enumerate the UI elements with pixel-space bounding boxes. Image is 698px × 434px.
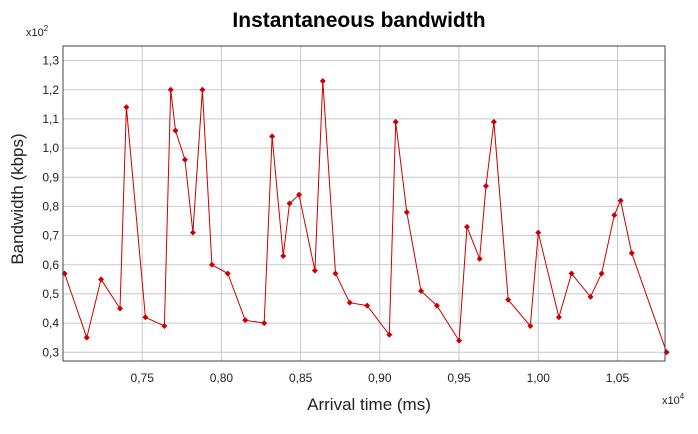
y-axis-label: Bandwidth (kbps) [8, 133, 27, 264]
x-tick-label: 0,90 [368, 371, 392, 385]
series-layer [61, 78, 670, 356]
data-point [167, 86, 174, 93]
data-point [587, 293, 594, 300]
data-point [181, 156, 188, 163]
data-point [311, 267, 318, 274]
data-point [269, 133, 276, 140]
y-multiplier-exp: 2 [44, 24, 49, 33]
data-point [280, 253, 287, 259]
grid-layer [63, 46, 665, 361]
x-tick-label: 0,80 [210, 371, 234, 385]
y-axis-multiplier: x102 [26, 24, 49, 39]
series-line [64, 80, 668, 353]
data-point [663, 349, 670, 356]
chart-title: Instantaneous bandwidth [232, 9, 485, 32]
y-tick-label: 0,5 [42, 287, 59, 301]
y-tick-label: 0,6 [42, 258, 59, 272]
data-point [555, 314, 562, 321]
data-point [568, 270, 575, 277]
data-point [296, 191, 303, 198]
data-point [332, 270, 339, 277]
data-point [418, 288, 425, 294]
y-tick-label: 1,2 [42, 83, 59, 97]
data-point [463, 223, 470, 230]
data-point [142, 314, 149, 321]
data-point [117, 305, 124, 312]
data-point [98, 276, 105, 283]
data-point [242, 317, 249, 324]
x-tick-label: 1,05 [606, 371, 630, 385]
y-tick-label: 1,1 [42, 112, 59, 126]
data-point [123, 104, 130, 111]
data-point [392, 118, 399, 125]
data-point [161, 323, 168, 329]
data-point [199, 86, 206, 93]
y-tick-label: 1,0 [42, 141, 59, 155]
y-tick-label: 1,3 [42, 54, 59, 68]
x-tick-label: 0,75 [131, 371, 155, 385]
data-point [189, 229, 196, 236]
y-tick-label: 0,9 [42, 170, 59, 184]
data-point [505, 296, 512, 303]
data-point [617, 197, 624, 204]
y-tick-label: 0,4 [42, 316, 59, 330]
x-tick-label: 0,95 [447, 371, 471, 385]
y-tick-label: 0,8 [42, 199, 59, 213]
data-point [598, 270, 605, 277]
x-tick-label: 0,85 [289, 371, 313, 385]
data-point [482, 183, 489, 189]
y-multiplier-base: x10 [26, 27, 44, 39]
x-axis-multiplier: x104 [662, 392, 685, 407]
data-point [61, 270, 68, 277]
y-tick-label: 0,7 [42, 229, 59, 243]
data-point [490, 118, 497, 125]
data-point [319, 78, 326, 84]
data-point [628, 250, 635, 257]
data-point [346, 299, 353, 306]
data-point [527, 323, 534, 329]
tick-layer: 0,75 0,80 0,85 0,90 0,95 1,00 1,05 0,3 0,4 0,5 0,6… [42, 54, 629, 385]
data-point [476, 255, 483, 262]
data-point [224, 270, 231, 277]
data-point [456, 337, 463, 344]
data-point [208, 261, 215, 268]
data-point [403, 209, 410, 216]
x-multiplier-exp: 4 [680, 392, 685, 401]
data-point [261, 320, 268, 327]
x-tick-label: 1,00 [527, 371, 551, 385]
data-point [386, 331, 393, 338]
data-point [83, 334, 90, 341]
plot-frame [62, 45, 666, 362]
x-axis-label: Arrival time (ms) [307, 395, 431, 414]
data-point [172, 127, 179, 134]
data-point [611, 212, 618, 219]
data-point [364, 302, 371, 309]
x-multiplier-base: x10 [662, 395, 680, 407]
data-point [535, 229, 542, 236]
data-point [433, 302, 440, 309]
y-tick-label: 0,3 [42, 345, 59, 359]
data-point [286, 200, 293, 207]
